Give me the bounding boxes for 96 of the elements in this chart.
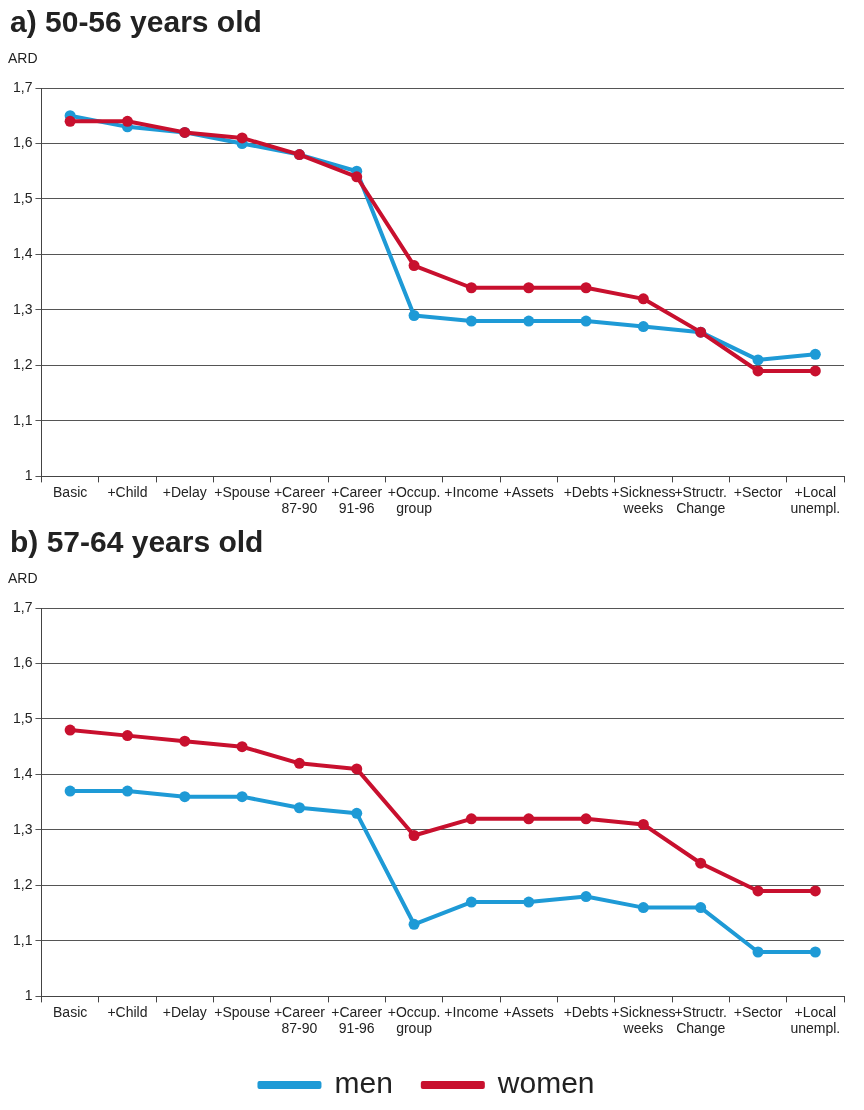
y-tick-label: 1,1 — [12, 411, 33, 428]
point — [293, 802, 305, 814]
point — [236, 741, 248, 753]
point — [523, 813, 535, 825]
y-tick-label: 1 — [24, 467, 33, 484]
point — [752, 885, 764, 897]
point — [64, 785, 76, 797]
x-tick-label: +Spouse — [214, 483, 271, 500]
y-tick-label: 1,3 — [12, 300, 33, 317]
point — [809, 348, 821, 360]
point — [752, 365, 764, 377]
point — [695, 902, 707, 914]
point — [465, 315, 477, 327]
point — [64, 724, 76, 736]
x-tick-label: +Sector — [733, 483, 783, 500]
x-tick-label: +Structr. Change — [674, 483, 727, 517]
x-tick-label: +Local unempl. — [790, 483, 841, 517]
point — [637, 321, 649, 333]
x-tick-label: +Sickness weeks — [611, 1003, 676, 1037]
point — [351, 171, 363, 183]
x-tick-label: +Delay — [162, 483, 207, 500]
point — [121, 730, 133, 742]
point — [465, 282, 477, 294]
point — [179, 791, 191, 803]
point — [121, 785, 133, 797]
point — [752, 946, 764, 958]
x-tick-label: +Occup. group — [387, 483, 441, 517]
point — [236, 132, 248, 144]
point — [809, 946, 821, 958]
point — [809, 365, 821, 377]
point — [408, 309, 420, 321]
y-tick-label: 1,4 — [12, 765, 33, 782]
y-axis-title: ARD — [8, 569, 38, 586]
point — [752, 354, 764, 366]
point — [465, 896, 477, 908]
point — [580, 282, 592, 294]
x-tick-label: +Child — [107, 1003, 148, 1020]
point — [809, 885, 821, 897]
x-tick-label: +Spouse — [214, 1003, 271, 1020]
x-tick-label: +Career 91-96 — [331, 1003, 383, 1037]
y-tick-label: 1,5 — [12, 709, 33, 726]
point — [408, 260, 420, 272]
point — [523, 282, 535, 294]
x-tick-label: +Assets — [503, 483, 554, 500]
point — [580, 813, 592, 825]
x-tick-label: Basic — [53, 483, 88, 500]
x-tick-label: +Structr. Change — [674, 1003, 727, 1037]
x-tick-label: +Child — [107, 483, 148, 500]
x-tick-label: +Income — [444, 483, 499, 500]
y-axis-title: ARD — [8, 49, 38, 66]
x-tick-label: +Career 91-96 — [331, 483, 383, 517]
y-tick-label: 1,3 — [12, 820, 33, 837]
chart-title: a) 50-56 years old — [10, 5, 262, 39]
legend-label: men — [334, 1066, 393, 1100]
point — [121, 115, 133, 127]
point — [523, 896, 535, 908]
y-tick-label: 1,6 — [12, 134, 33, 151]
point — [637, 902, 649, 914]
x-tick-label: +Debts — [563, 1003, 609, 1020]
point — [465, 813, 477, 825]
y-tick-label: 1,2 — [12, 876, 33, 893]
point — [408, 918, 420, 930]
x-tick-label: +Assets — [503, 1003, 554, 1020]
x-tick-label: +Debts — [563, 483, 609, 500]
x-tick-label: Basic — [53, 1003, 88, 1020]
y-tick-label: 1,1 — [12, 931, 33, 948]
point — [523, 315, 535, 327]
y-tick-label: 1,7 — [12, 78, 33, 95]
point — [637, 818, 649, 830]
chart-title: b) 57-64 years old — [10, 525, 264, 559]
x-tick-label: +Sickness weeks — [611, 483, 676, 517]
x-tick-label: +Delay — [162, 1003, 207, 1020]
legend-label: women — [496, 1066, 595, 1100]
x-tick-label: +Sector — [733, 1003, 783, 1020]
y-tick-label: 1,4 — [12, 245, 33, 262]
y-tick-label: 1,6 — [12, 654, 33, 671]
y-tick-label: 1,7 — [12, 598, 33, 615]
point — [408, 829, 420, 841]
point — [580, 891, 592, 903]
point — [695, 857, 707, 869]
point — [293, 757, 305, 769]
point — [64, 115, 76, 127]
point — [351, 807, 363, 819]
y-tick-label: 1,2 — [12, 356, 33, 373]
point — [236, 791, 248, 803]
x-tick-label: +Career 87-90 — [273, 483, 326, 517]
x-tick-label: +Income — [444, 1003, 499, 1020]
y-tick-label: 1 — [24, 987, 33, 1004]
y-tick-label: 1,5 — [12, 189, 33, 206]
point — [637, 293, 649, 305]
point — [179, 735, 191, 747]
point — [351, 763, 363, 775]
point — [580, 315, 592, 327]
x-tick-label: +Occup. group — [387, 1003, 441, 1037]
x-tick-label: +Career 87-90 — [273, 1003, 326, 1037]
x-tick-label: +Local unempl. — [790, 1003, 841, 1037]
